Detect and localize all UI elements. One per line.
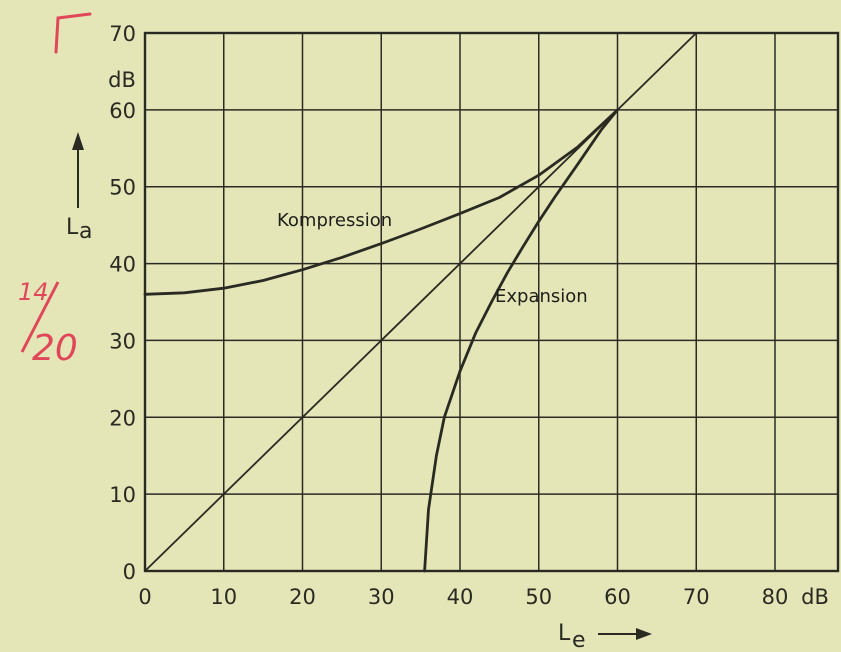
y-tick-label: 20	[109, 406, 136, 430]
x-tick-label: 40	[447, 585, 474, 609]
y-tick-label: 30	[109, 329, 136, 353]
x-axis-arrowhead	[636, 628, 652, 640]
x-tick-label: 20	[289, 585, 316, 609]
red-corner-mark	[54, 12, 92, 54]
expansion-curve	[423, 108, 619, 573]
plot-frame	[143, 31, 840, 573]
x-tick-label: 0	[138, 585, 151, 609]
series-layer	[143, 32, 698, 573]
expansion-label: Expansion	[495, 286, 588, 307]
y-tick-label: 0	[123, 560, 136, 584]
handwritten-marks: 14 20	[18, 12, 92, 369]
y-tick-label: 60	[109, 99, 136, 123]
y-axis-label: L a	[66, 132, 92, 244]
y-axis-arrowhead	[72, 132, 84, 150]
x-axis-label-sub: e	[572, 628, 586, 652]
x-unit-label: dB	[801, 585, 829, 609]
y-tick-label: 40	[109, 253, 136, 277]
x-axis-label-main: L	[558, 621, 571, 646]
x-tick-label: 30	[368, 585, 395, 609]
x-tick-label: 50	[525, 585, 552, 609]
y-axis-label-main: L	[66, 215, 79, 240]
y-tick-label: 70	[109, 22, 136, 46]
x-axis-label: L e	[558, 621, 652, 652]
x-tick-label: 70	[683, 585, 710, 609]
x-tick-label: 10	[210, 585, 237, 609]
y-tick-label: 10	[109, 483, 136, 507]
x-tick-label: 60	[604, 585, 631, 609]
handwritten-slash	[20, 281, 60, 353]
y-axis-label-sub: a	[79, 219, 92, 244]
kompression-curve	[143, 108, 619, 296]
x-tick-label: 80	[762, 585, 789, 609]
kompression-label: Kompression	[277, 210, 392, 231]
handwritten-bottom: 20	[32, 328, 78, 369]
y-unit-label: dB	[108, 68, 136, 92]
y-tick-label: 50	[109, 176, 136, 200]
handwritten-top: 14	[18, 278, 49, 306]
grid	[143, 31, 840, 573]
tick-labels: 0 10 20 30 40 50 60 70 80 0 10 20 30 40 50 60 70	[109, 22, 788, 609]
